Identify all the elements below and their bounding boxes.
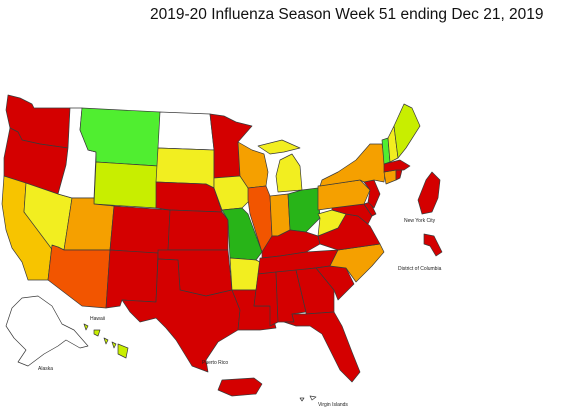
state-IN <box>269 193 291 237</box>
state-ME <box>393 103 421 159</box>
state-OH <box>287 187 321 233</box>
state-ND <box>157 111 215 151</box>
label-puerto-rico: Puerto Rico <box>202 360 229 366</box>
state-DE <box>363 201 377 217</box>
state-MA <box>383 159 411 173</box>
state-PR <box>217 377 263 397</box>
state-HI <box>83 323 129 359</box>
state-WY <box>93 161 159 209</box>
state-AZ <box>47 244 111 309</box>
label-district-of-columbia: District of Columbia <box>398 266 442 272</box>
state-CO <box>109 205 171 255</box>
state-WI <box>237 141 269 189</box>
state-KS <box>167 209 229 251</box>
state-AR <box>229 257 261 291</box>
label-new-york-city: New York City <box>404 218 436 224</box>
state-FL <box>283 311 361 383</box>
state-DC <box>423 233 443 257</box>
label-hawaii: Hawaii <box>90 316 106 322</box>
map-title: 2019-20 Influenza Season Week 51 ending … <box>150 6 544 23</box>
state-CT <box>383 169 397 185</box>
state-RI <box>395 169 403 181</box>
state-TX <box>121 258 241 373</box>
state-NYC <box>417 171 441 215</box>
state-MO <box>221 207 263 261</box>
state-AK <box>5 295 89 367</box>
state-VI <box>299 395 317 402</box>
label-virgin-islands: Virgin Islands <box>318 402 348 408</box>
state-NY <box>319 143 387 187</box>
state-UT <box>63 197 115 251</box>
state-NM <box>105 249 159 309</box>
label-alaska: Alaska <box>38 366 54 372</box>
